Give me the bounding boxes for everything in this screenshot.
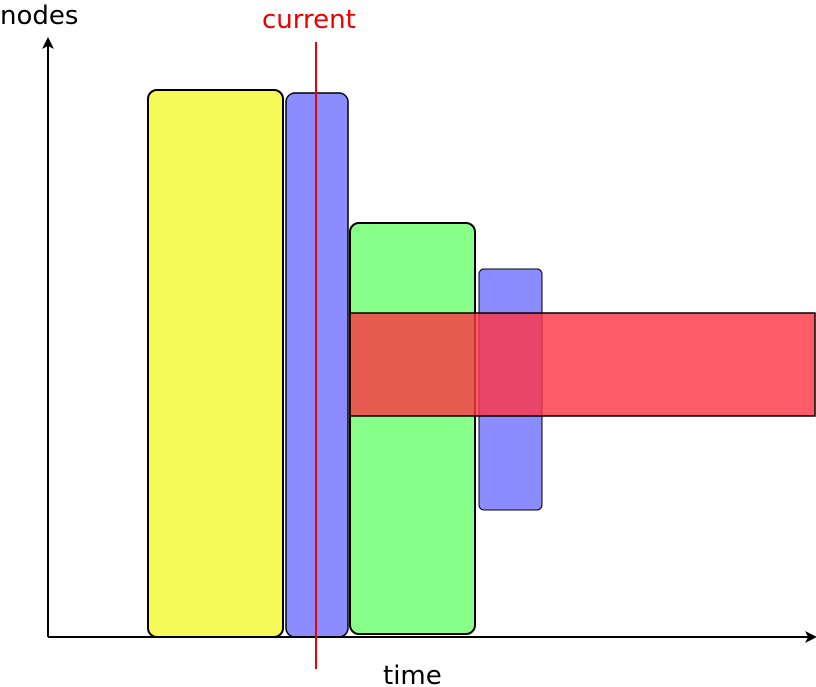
current-time-label: current	[262, 5, 356, 35]
job-green	[349, 222, 476, 635]
y-axis-label: nodes	[0, 1, 78, 31]
reservation-red	[349, 312, 816, 417]
x-axis-label: time	[383, 661, 442, 687]
job-yellow	[147, 89, 284, 638]
